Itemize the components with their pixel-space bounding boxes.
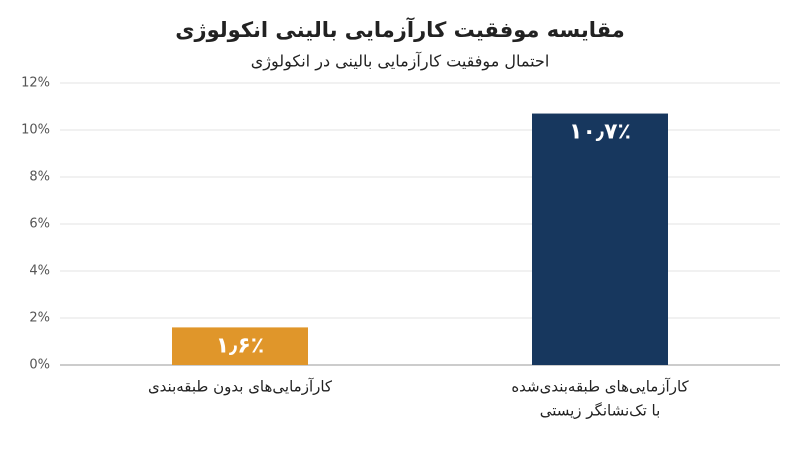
x-tick-label: کارآزمایی‌های طبقه‌بندی‌شده [511,378,689,396]
x-tick-label: با تک‌نشانگر زیستی [540,402,661,420]
value-label: ۱٫۶٪ [216,333,265,358]
y-tick-label: 10% [21,123,50,138]
y-tick-label: 12% [21,76,50,91]
chart-subtitle: احتمال موفقیت کارآزمایی بالینی در انکولو… [251,52,550,72]
y-tick-label: 0% [29,358,50,373]
bar [532,113,668,365]
chart-title: مقایسه موفقیت کارآزمایی بالینی انکولوژی [175,17,624,42]
y-tick-label: 4% [29,264,50,279]
value-label: ۱۰٫۷٪ [569,120,631,145]
y-tick-label: 2% [29,311,50,326]
x-tick-label: کارآزمایی‌های بدون طبقه‌بندی [148,378,333,396]
bar [172,327,308,365]
y-tick-label: 6% [29,217,50,232]
y-tick-label: 8% [29,170,50,185]
